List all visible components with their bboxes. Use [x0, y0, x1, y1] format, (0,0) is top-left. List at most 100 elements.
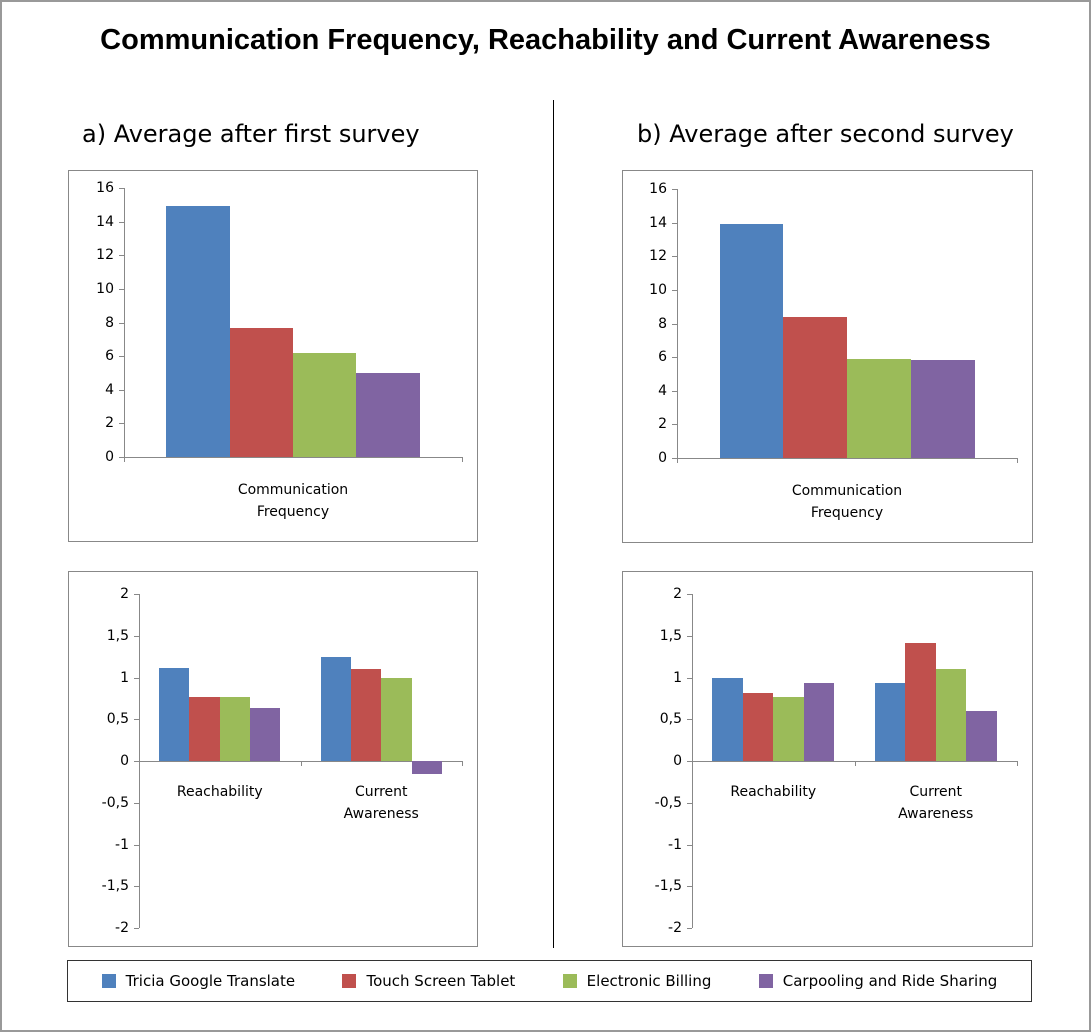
- bar: [293, 352, 357, 457]
- y-tick-label: -1,5: [101, 878, 129, 895]
- y-tick: [672, 458, 677, 459]
- chart-frame: [622, 170, 1033, 543]
- y-tick-label: 0: [658, 450, 667, 466]
- y-tick-label: 4: [658, 382, 667, 399]
- bar: [742, 692, 774, 761]
- y-tick-label: -0,5: [101, 794, 129, 811]
- legend-swatch: [101, 974, 116, 988]
- y-tick: [119, 457, 124, 458]
- y-tick-label: 4: [105, 381, 114, 398]
- y-tick: [672, 189, 677, 190]
- x-tick: [1017, 761, 1018, 766]
- x-tick: [1017, 458, 1018, 463]
- legend-item: Carpooling and Ride Sharing: [758, 972, 997, 990]
- legend-swatch: [342, 974, 357, 988]
- bar: [219, 696, 251, 761]
- y-tick: [687, 761, 692, 762]
- bar: [189, 696, 220, 761]
- y-tick-label: 12: [96, 247, 114, 264]
- y-axis: [124, 188, 125, 457]
- y-tick-label: 2: [673, 586, 682, 602]
- y-tick: [687, 594, 692, 595]
- x-tick-label: Current Awareness: [898, 784, 974, 822]
- bar: [229, 327, 293, 457]
- y-tick: [134, 677, 139, 679]
- y-tick-label: -2: [115, 920, 129, 936]
- y-tick: [134, 761, 139, 762]
- bar: [966, 710, 997, 761]
- y-tick: [672, 289, 677, 291]
- bar: [803, 682, 835, 761]
- y-tick-label: 0: [120, 753, 129, 769]
- legend-swatch: [562, 974, 577, 988]
- bar: [320, 657, 351, 761]
- y-tick: [119, 255, 124, 257]
- bar: [381, 678, 412, 761]
- legend-label: Tricia Google Translate: [125, 972, 296, 990]
- y-tick-label: -1: [115, 836, 129, 853]
- y-tick: [134, 594, 139, 595]
- y-tick-label: 14: [649, 214, 667, 231]
- bar: [874, 683, 906, 761]
- bar: [250, 708, 281, 761]
- legend-swatch: [758, 974, 773, 988]
- y-tick: [687, 677, 692, 679]
- y-tick-label: -0,5: [654, 794, 682, 811]
- y-tick: [134, 886, 139, 888]
- x-tick: [300, 761, 302, 766]
- y-tick: [134, 802, 139, 804]
- y-tick: [119, 423, 124, 425]
- y-tick-label: 10: [649, 281, 667, 298]
- chart-frame: [68, 571, 478, 947]
- y-tick-label: 0: [105, 449, 114, 465]
- y-tick: [687, 844, 692, 846]
- x-tick: [677, 458, 678, 463]
- x-axis: [124, 457, 462, 458]
- subtitle: b) Average after second survey: [637, 120, 1014, 148]
- x-tick-label: Communication Frequency: [237, 482, 349, 520]
- y-tick: [119, 389, 124, 391]
- chart-frame: [622, 571, 1033, 947]
- y-tick-label: -1: [668, 836, 682, 853]
- bar: [773, 696, 804, 761]
- y-tick-label: 2: [120, 586, 129, 602]
- chart-frame: [68, 170, 478, 542]
- bar: [712, 678, 743, 761]
- bar: [910, 360, 975, 458]
- title: Communication Frequency, Reachability an…: [100, 24, 991, 56]
- y-tick-label: 0,5: [106, 711, 129, 728]
- y-tick: [134, 928, 139, 929]
- y-tick: [134, 719, 139, 721]
- y-axis: [677, 189, 678, 458]
- x-tick: [462, 761, 463, 766]
- x-tick-label: Reachability: [176, 784, 263, 800]
- y-tick-label: 1,5: [106, 627, 129, 644]
- y-tick-label: 12: [649, 248, 667, 265]
- x-tick-label: Communication Frequency: [791, 483, 903, 521]
- y-tick-label: 6: [105, 348, 114, 365]
- y-tick: [119, 221, 124, 223]
- y-tick: [134, 844, 139, 846]
- y-tick-label: 1: [120, 669, 129, 686]
- x-tick: [124, 457, 125, 462]
- y-tick: [119, 356, 124, 358]
- x-tick-label: Reachability: [730, 784, 817, 800]
- y-tick: [687, 886, 692, 888]
- y-tick-label: 16: [96, 180, 114, 196]
- bar: [935, 669, 967, 761]
- bar: [166, 206, 230, 457]
- y-tick: [687, 928, 692, 929]
- divider: [553, 100, 554, 948]
- x-tick: [692, 761, 693, 766]
- bar: [356, 372, 420, 457]
- x-tick: [854, 761, 856, 766]
- bar: [905, 643, 936, 761]
- y-tick-label: -2: [668, 920, 682, 936]
- x-tick-label: Current Awareness: [343, 784, 419, 822]
- legend: Tricia Google Translate Touch Screen Tabl…: [67, 960, 1032, 1002]
- legend-item: Electronic Billing: [562, 972, 712, 990]
- legend-label: Electronic Billing: [586, 972, 712, 990]
- y-tick: [119, 188, 124, 189]
- y-tick: [687, 719, 692, 721]
